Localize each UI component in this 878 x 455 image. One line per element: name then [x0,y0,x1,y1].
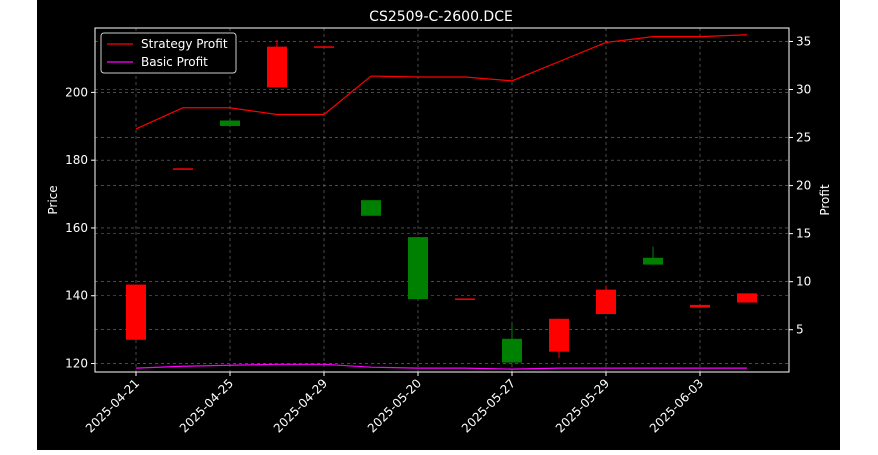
legend: Strategy Profit Basic Profit [100,32,237,74]
candle-body-2 [220,120,240,126]
x-tick-label-2: 2025-04-25 [177,376,236,435]
x-axis: 2025-04-21 2025-04-25 2025-04-29 2025-05-20… [83,372,706,435]
candlestick-chart: CS2509-C-2600.DCE 120 140 160 180 200 5 10 15 2… [46,9,832,435]
candle-body-7 [455,298,475,300]
y2-tick-label-15: 15 [796,227,811,241]
y2-tick-label-10: 10 [796,275,811,289]
x-tick-label-12: 2025-06-03 [647,376,706,435]
candle-body-6 [408,237,428,300]
x-tick-label-4: 2025-04-29 [271,376,330,435]
candle-body-3 [267,46,287,88]
y-tick-label-200: 200 [65,85,88,99]
candle-body-9 [549,318,569,352]
figure: CS2509-C-2600.DCE 120 140 160 180 200 5 10 15 2… [37,0,840,450]
y-axis-left: 120 140 160 180 200 [65,85,95,371]
series-line-1 [135,363,747,370]
x-tick-label-6: 2025-05-20 [365,376,424,435]
y-tick-label-160: 160 [65,221,88,235]
x-tick-label-10: 2025-05-29 [553,376,612,435]
y-axis-right: 5 10 15 20 25 30 35 [789,34,811,337]
candle-body-12 [690,304,710,308]
candles [126,39,757,363]
candle-body-4 [314,46,334,48]
y2-tick-label-5: 5 [796,323,804,337]
x-tick-label-8: 2025-05-27 [459,376,518,435]
grid [95,28,789,372]
candle-body-10 [596,289,616,315]
y-axis-label: Price [46,185,60,214]
y2-tick-label-35: 35 [796,34,811,48]
legend-box [100,32,237,74]
candle-body-5 [361,200,381,216]
y-tick-label-140: 140 [65,289,88,303]
candle-body-11 [643,257,663,265]
y2-tick-label-25: 25 [796,131,811,145]
legend-label-basic: Basic Profit [141,55,208,69]
legend-label-strategy: Strategy Profit [141,37,228,51]
candle-body-0 [126,284,146,340]
x-tick-label-0: 2025-04-21 [83,376,142,435]
profit-lines [135,34,748,370]
y2-tick-label-30: 30 [796,82,811,96]
chart-title: CS2509-C-2600.DCE [369,9,513,25]
series-line-0 [135,34,748,130]
candle-body-8 [502,338,522,363]
candle-body-13 [737,293,757,303]
y2-axis-label: Profit [818,184,832,216]
candle-body-1 [173,168,193,170]
plot-frame [94,27,790,373]
y-tick-label-180: 180 [65,153,88,167]
y-tick-label-120: 120 [65,357,88,371]
y2-tick-label-20: 20 [796,179,811,193]
